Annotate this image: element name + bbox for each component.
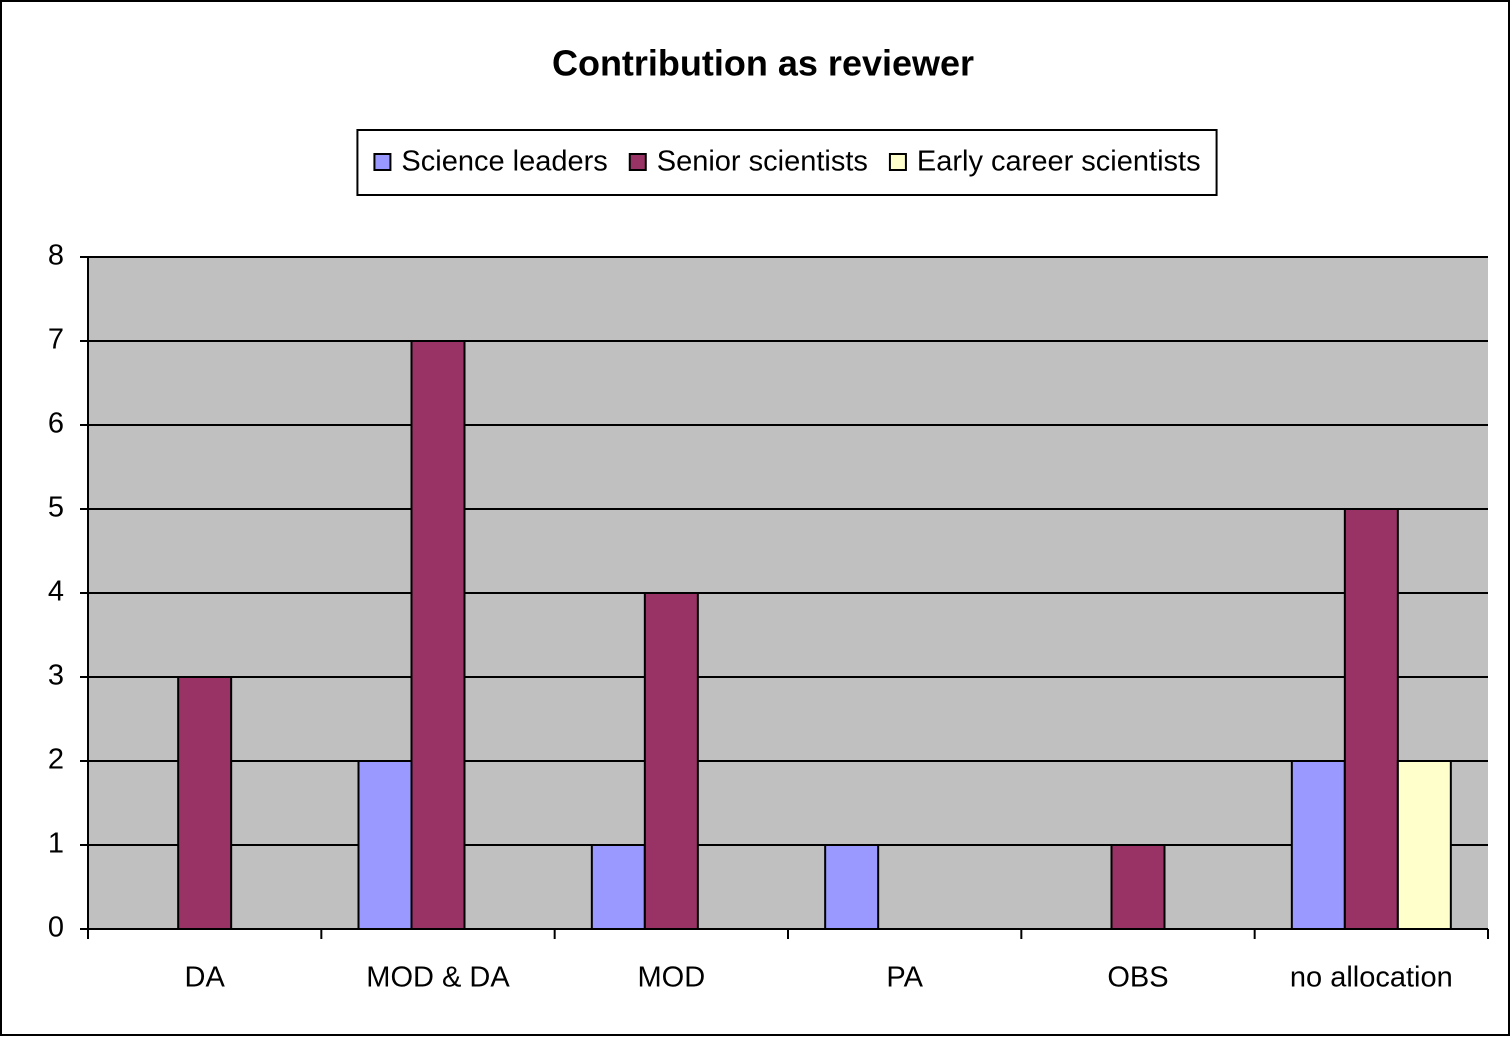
x-tick-label: OBS xyxy=(1107,962,1168,994)
x-tick-label: MOD xyxy=(637,962,705,994)
legend-label: Early career scientists xyxy=(917,146,1201,178)
bar xyxy=(1396,760,1452,930)
x-tick-label: no allocation xyxy=(1290,962,1453,994)
x-tick-label: PA xyxy=(886,962,923,994)
bar xyxy=(1110,844,1166,930)
bar xyxy=(177,676,233,930)
y-tick-label: 5 xyxy=(48,492,64,524)
x-tick-label: MOD & DA xyxy=(366,962,510,994)
y-tick-label: 3 xyxy=(48,660,64,692)
y-tick-label: 4 xyxy=(48,576,64,608)
y-tick-label: 8 xyxy=(48,240,64,272)
bar xyxy=(824,844,880,930)
x-tick-label: DA xyxy=(185,962,226,994)
legend-swatch xyxy=(888,153,907,171)
bar xyxy=(643,592,699,930)
y-tick-label: 7 xyxy=(48,324,64,356)
bar xyxy=(410,340,466,930)
legend-swatch xyxy=(373,153,392,171)
y-tick-label: 6 xyxy=(48,408,64,440)
y-tick-label: 1 xyxy=(48,828,64,860)
bar xyxy=(1343,508,1399,930)
bar xyxy=(590,844,646,930)
chart-title: Contribution as reviewer xyxy=(552,43,974,84)
legend-swatch xyxy=(628,153,647,171)
bar xyxy=(1290,760,1346,930)
legend-label: Senior scientists xyxy=(657,146,868,178)
y-tick-label: 2 xyxy=(48,744,64,776)
legend xyxy=(356,129,1218,196)
y-tick-label: 0 xyxy=(48,912,64,944)
legend-label: Science leaders xyxy=(401,146,607,178)
bar xyxy=(357,760,413,930)
